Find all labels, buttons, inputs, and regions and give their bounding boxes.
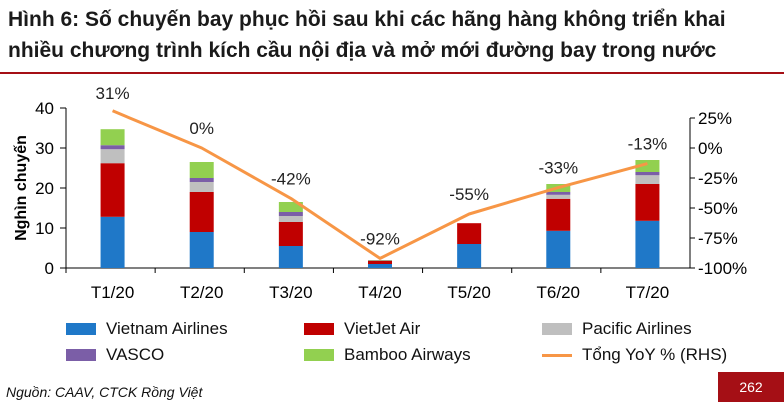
legend-label: VietJet Air — [344, 319, 421, 338]
bar-vietnam-airlines — [635, 220, 660, 268]
x-tick-label: T2/20 — [180, 283, 223, 302]
source-note: Nguồn: CAAV, CTCK Rồng Việt — [6, 384, 203, 400]
y-tick-label-left: 40 — [35, 99, 54, 118]
bar-bamboo-airways — [100, 129, 125, 146]
bar-pacific-airlines — [100, 149, 125, 164]
x-tick-label: T5/20 — [447, 283, 490, 302]
bar-bamboo-airways — [278, 202, 303, 212]
y-tick-label-left: 0 — [45, 259, 54, 278]
y-tick-label-right: 0% — [698, 139, 723, 158]
figure-title: Hình 6: Số chuyến bay phục hồi sau khi c… — [8, 8, 726, 62]
bar-pacific-airlines — [635, 175, 660, 184]
bar-pacific-airlines — [546, 194, 571, 199]
yoy-data-label: -42% — [271, 169, 311, 188]
yoy-data-label: -92% — [360, 229, 400, 248]
x-tick-label: T3/20 — [269, 283, 312, 302]
legend-label: Vietnam Airlines — [106, 319, 228, 338]
y-tick-label-left: 20 — [35, 179, 54, 198]
legend-label: Bamboo Airways — [344, 345, 471, 364]
bar-vietjet-air — [278, 222, 303, 246]
bar-vietnam-airlines — [368, 264, 392, 268]
legend-label: VASCO — [106, 345, 165, 364]
legend-swatch — [66, 349, 96, 361]
bar-vietnam-airlines — [100, 216, 125, 268]
bar-vietnam-airlines — [546, 230, 571, 268]
yoy-data-label: 31% — [96, 84, 130, 103]
bar-vietnam-airlines — [278, 246, 303, 268]
bar-vietjet-air — [100, 163, 125, 217]
legend-swatch — [542, 323, 572, 335]
bar-vasco — [189, 178, 214, 182]
y-tick-label-right: 25% — [698, 109, 732, 128]
bar-vietnam-airlines — [189, 232, 214, 268]
legend-item-yoy-line: Tổng YoY % (RHS) — [542, 344, 727, 366]
legend-swatch — [66, 323, 96, 335]
yoy-data-label: -13% — [628, 135, 668, 154]
legend-item-vietjet-air: VietJet Air — [304, 318, 420, 340]
bar-vietjet-air — [457, 223, 482, 244]
y-tick-label-right: -100% — [698, 259, 747, 278]
bar-pacific-airlines — [278, 216, 303, 222]
chart-axes: 0 10 20 30 40 Nghìn chuyến 25% 0% -25% -50% -75% -1… — [13, 99, 747, 302]
legend-label: Tổng YoY % (RHS) — [582, 345, 728, 364]
y-tick-label-left: 30 — [35, 139, 54, 158]
x-tick-label: T7/20 — [626, 283, 669, 302]
legend-line-swatch — [542, 353, 572, 357]
y-tick-label-right: -25% — [698, 169, 738, 188]
bar-vasco — [546, 192, 571, 195]
legend-item-pacific-airlines: Pacific Airlines — [542, 318, 692, 340]
stacked-bar-line-chart: 0 10 20 30 40 Nghìn chuyến 25% 0% -25% -50% -75% -1… — [13, 84, 747, 302]
x-tick-label: T4/20 — [358, 283, 401, 302]
legend-item-bamboo-airways: Bamboo Airways — [304, 344, 471, 366]
x-tick-label: T1/20 — [91, 283, 134, 302]
bar-vasco — [635, 172, 660, 176]
y-tick-label-right: -50% — [698, 199, 738, 218]
bar-pacific-airlines — [189, 182, 214, 192]
yoy-data-label: -55% — [449, 185, 489, 204]
y-tick-label-left: 10 — [35, 219, 54, 238]
yoy-line-path — [111, 109, 648, 260]
bar-bamboo-airways — [189, 162, 214, 178]
bar-vasco — [100, 145, 125, 150]
legend-label: Pacific Airlines — [582, 319, 692, 338]
bar-stacks — [100, 129, 660, 268]
bar-vasco — [278, 212, 303, 216]
bar-bamboo-airways — [635, 160, 660, 172]
bar-vietjet-air — [189, 192, 214, 232]
legend-item-vietnam-airlines: Vietnam Airlines — [66, 318, 228, 340]
legend-swatch — [304, 349, 334, 361]
y-tick-label-right: -75% — [698, 229, 738, 248]
legend-swatch — [304, 323, 334, 335]
bar-vietjet-air — [546, 198, 571, 231]
bar-vietjet-air — [635, 184, 660, 221]
legend-item-vasco: VASCO — [66, 344, 164, 366]
legend: Vietnam Airlines VietJet Air Pacific Air… — [58, 318, 758, 370]
data-labels: 31% 0% -42% -92% -55% -33% -13% — [96, 84, 668, 249]
bar-vietjet-air — [368, 260, 392, 264]
yoy-data-label: -33% — [538, 159, 578, 178]
x-tick-label: T6/20 — [537, 283, 580, 302]
page-number: 262 — [718, 372, 784, 402]
y-axis-title: Nghìn chuyến — [13, 135, 30, 241]
bar-vietnam-airlines — [457, 244, 482, 268]
yoy-line — [111, 109, 648, 260]
yoy-data-label: 0% — [189, 119, 214, 138]
title-underline — [0, 72, 784, 74]
